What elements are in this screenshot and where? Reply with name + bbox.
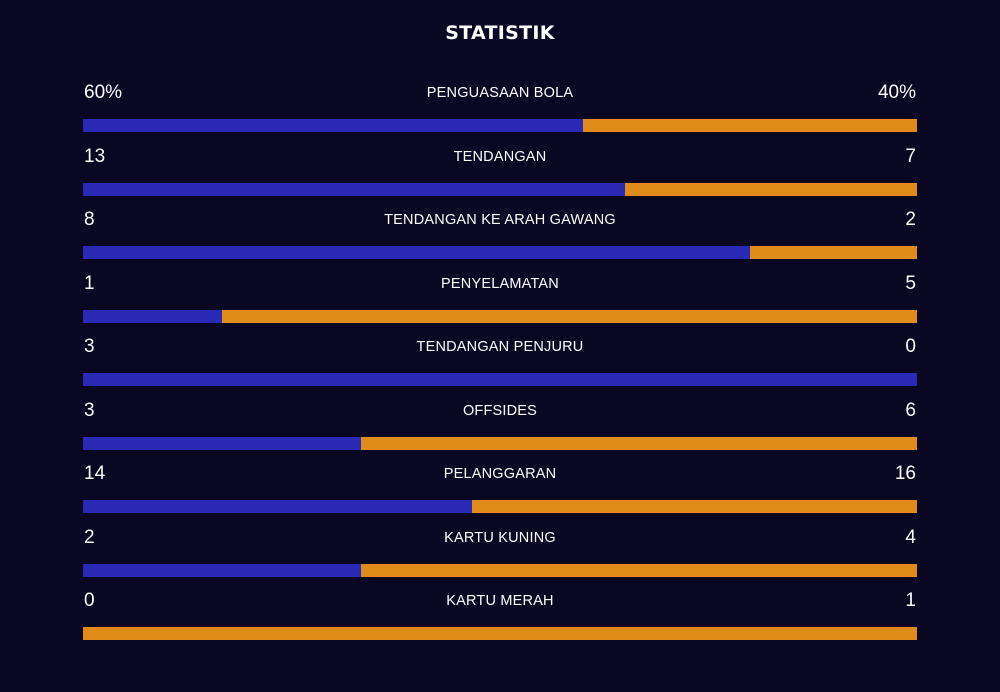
home-value: 8 [84, 209, 95, 230]
away-bar-fill [222, 309, 917, 323]
home-value: 3 [84, 399, 95, 421]
comparison-bar [83, 627, 917, 640]
home-bar-fill [83, 119, 584, 132]
home-value: 1 [84, 272, 95, 294]
away-bar-fill [360, 436, 917, 450]
away-bar-fill [360, 563, 917, 577]
stat-label: PENYELAMATAN [441, 275, 559, 292]
stat-header: 0 KARTU MERAH 1 [83, 588, 917, 615]
away-value: 4 [905, 526, 916, 548]
stat-row-red-cards: 0 KARTU MERAH 1 [83, 588, 917, 652]
home-bar-fill [83, 182, 626, 196]
stat-label: TENDANGAN KE ARAH GAWANG [384, 212, 616, 228]
stat-row-possession: 60% PENGUASAAN BOLA 40% [83, 80, 917, 144]
home-value: 3 [84, 336, 95, 357]
home-bar-fill [83, 500, 473, 513]
stat-row-offsides: 3 OFFSIDES 6 [83, 398, 917, 462]
stat-header: 8 TENDANGAN KE ARAH GAWANG 2 [83, 207, 917, 234]
stat-row-fouls: 14 PELANGGARAN 16 [83, 461, 917, 525]
stat-label: TENDANGAN PENJURU [416, 339, 584, 355]
stat-row-shots-on-target: 8 TENDANGAN KE ARAH GAWANG 2 [83, 207, 917, 271]
stat-label: PELANGGARAN [443, 466, 557, 482]
away-bar-fill [472, 500, 917, 513]
away-value: 7 [905, 145, 916, 167]
stat-row-corners: 3 TENDANGAN PENJURU 0 [83, 334, 917, 398]
comparison-bar [83, 246, 917, 259]
away-value: 5 [905, 272, 916, 294]
home-bar-fill [83, 246, 751, 259]
comparison-bar [83, 119, 917, 132]
comparison-bar [83, 500, 917, 513]
away-bar-fill [583, 119, 917, 132]
away-value: 2 [905, 209, 916, 230]
stat-header: 3 TENDANGAN PENJURU 0 [83, 334, 917, 361]
home-bar-fill [83, 563, 361, 577]
stat-label: KARTU MERAH [446, 593, 554, 609]
away-bar-fill [625, 182, 917, 196]
stat-row-saves: 1 PENYELAMATAN 5 [83, 271, 917, 335]
home-value: 14 [84, 463, 106, 484]
home-value: 0 [84, 590, 95, 611]
home-bar-fill [83, 436, 361, 450]
stat-label: OFFSIDES [462, 402, 538, 419]
comparison-bar [83, 563, 917, 577]
comparison-bar [83, 436, 917, 450]
stat-header: 2 KARTU KUNING 4 [83, 525, 917, 552]
stat-header: 14 PELANGGARAN 16 [83, 461, 917, 488]
home-bar-fill [83, 309, 223, 323]
comparison-bar [83, 373, 917, 386]
away-value: 6 [905, 399, 916, 421]
home-value: 13 [84, 145, 106, 167]
page-title: STATISTIK [445, 22, 555, 44]
away-value: 16 [894, 463, 916, 484]
away-value: 1 [905, 590, 916, 611]
stat-header: 13 TENDANGAN 7 [83, 144, 917, 171]
home-value: 2 [84, 526, 95, 548]
stats-list: 60% PENGUASAAN BOLA 40% 13 TENDANGAN 7 [83, 80, 917, 652]
away-value: 0 [905, 336, 916, 357]
comparison-bar [83, 309, 917, 323]
stat-label: KARTU KUNING [444, 529, 556, 546]
stat-header: 60% PENGUASAAN BOLA 40% [83, 80, 917, 107]
home-value: 60% [84, 82, 123, 103]
away-bar-fill [750, 246, 917, 259]
away-bar-fill [83, 627, 917, 640]
stat-header: 3 OFFSIDES 6 [83, 398, 917, 425]
away-value: 40% [877, 82, 916, 103]
stat-row-yellow-cards: 2 KARTU KUNING 4 [83, 525, 917, 589]
stat-row-shots: 13 TENDANGAN 7 [83, 144, 917, 208]
comparison-bar [83, 182, 917, 196]
stat-header: 1 PENYELAMATAN 5 [83, 271, 917, 298]
stat-label: TENDANGAN [453, 148, 547, 165]
stat-label: PENGUASAAN BOLA [426, 85, 574, 101]
home-bar-fill [83, 373, 917, 386]
